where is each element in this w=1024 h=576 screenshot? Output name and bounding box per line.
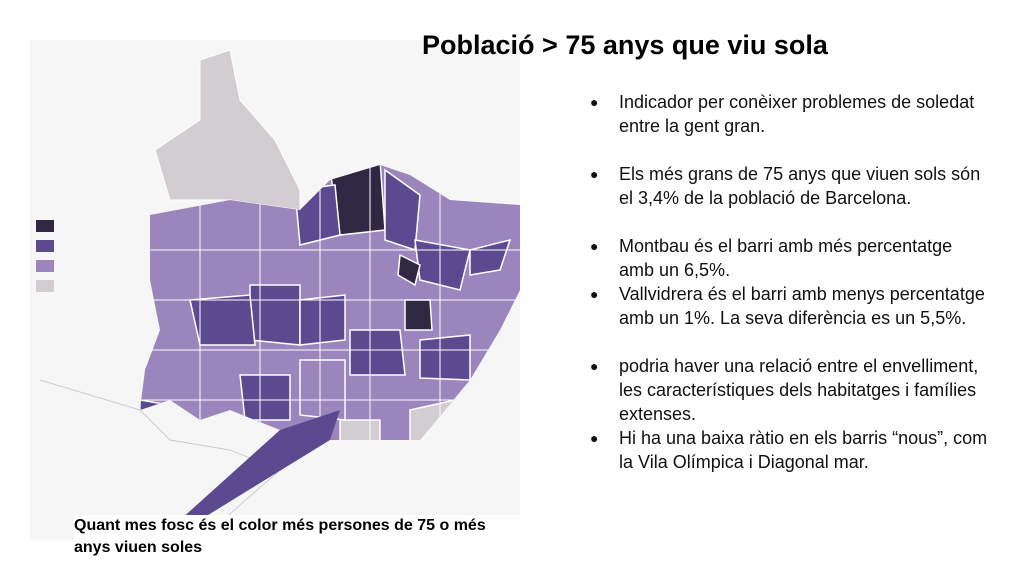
legend-swatch xyxy=(36,260,54,272)
port-outline xyxy=(39,379,281,541)
legend xyxy=(36,220,54,292)
district-gray xyxy=(154,49,301,211)
bullet-list: Indicador per conèixer problemes de sole… xyxy=(590,90,990,474)
bullet: Els més grans de 75 anys que viuen sols … xyxy=(590,162,990,210)
map xyxy=(36,49,520,541)
legend-swatch xyxy=(36,280,54,292)
bullet: Montbau és el barri amb més percentatge … xyxy=(590,234,990,282)
bullet: Vallvidrera és el barri amb menys percen… xyxy=(590,282,990,330)
legend-swatch xyxy=(36,220,54,232)
neighborhoods xyxy=(140,165,520,440)
bullet: Indicador per conèixer problemes de sole… xyxy=(590,90,990,138)
coast-district xyxy=(180,410,340,520)
title: Població > 75 anys que viu sola xyxy=(422,30,828,60)
bullet: Hi ha una baixa ràtio en els barris “nou… xyxy=(590,426,990,474)
legend-swatch xyxy=(36,240,54,252)
bullet: podria haver una relació entre el envell… xyxy=(590,354,990,426)
caption: Quant mes fosc és el color més persones … xyxy=(74,515,524,559)
